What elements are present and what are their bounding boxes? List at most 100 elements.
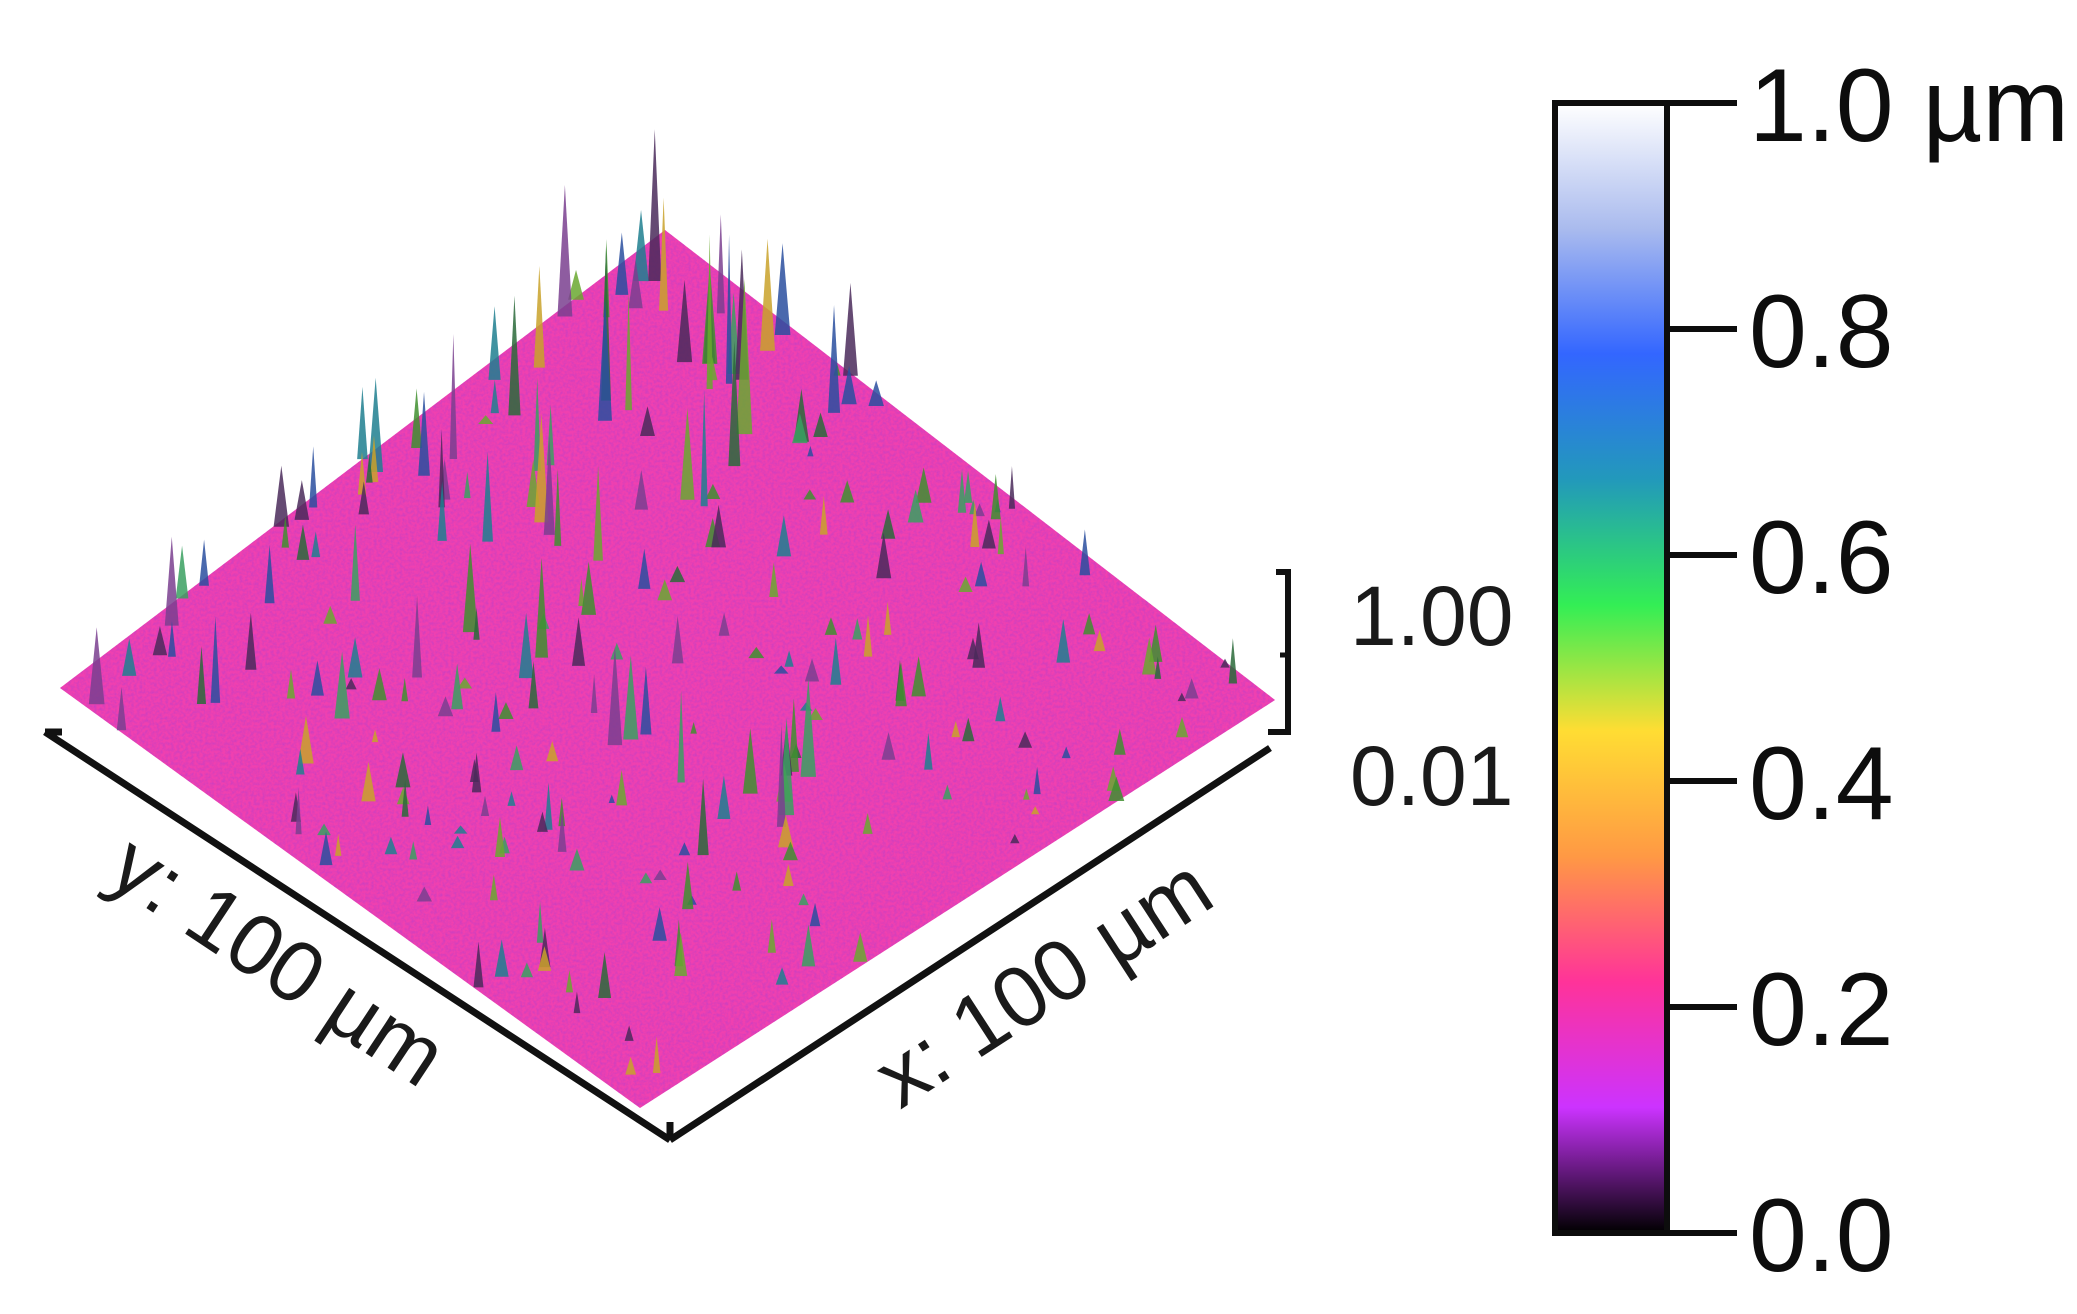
- surface-spike: [1010, 833, 1020, 844]
- surface-spike: [784, 650, 794, 667]
- surface-spike: [957, 469, 967, 513]
- surface-spike: [1154, 656, 1162, 679]
- surface-spike: [298, 715, 314, 764]
- surface-spike: [401, 677, 409, 702]
- surface-spike: [616, 769, 628, 806]
- surface-spike: [210, 616, 221, 703]
- surface-spike: [841, 365, 857, 405]
- surface-spike: [357, 386, 368, 460]
- surface-spike: [717, 775, 731, 820]
- surface-spike: [296, 524, 310, 560]
- z-scale-top-label: 1.00: [1350, 569, 1514, 663]
- colorbar-tick-label: 0.2: [1749, 952, 1894, 1068]
- surface-spike: [533, 377, 541, 471]
- surface-spike: [196, 646, 207, 705]
- surface-spike: [581, 561, 597, 615]
- surface-spike: [1008, 466, 1016, 509]
- surface-spike: [881, 732, 896, 760]
- surface-spike: [323, 605, 338, 624]
- colorbar-fill: [1555, 103, 1667, 1233]
- surface-spike: [528, 661, 539, 709]
- surface-spike: [395, 752, 411, 788]
- surface-spike: [494, 939, 509, 977]
- surface-spike: [680, 408, 695, 500]
- surface-spike: [473, 941, 484, 988]
- surface-spike: [883, 601, 892, 635]
- surface-spike: [625, 1056, 637, 1075]
- surface-spike: [557, 809, 567, 852]
- surface-spike: [409, 841, 418, 860]
- surface-spike: [659, 197, 669, 311]
- surface-spike: [334, 834, 342, 856]
- surface-spike: [116, 687, 127, 731]
- surface-spike: [638, 548, 651, 589]
- surface-spike: [1083, 613, 1096, 635]
- y-axis-line: [43, 729, 672, 1143]
- surface-spike: [368, 377, 384, 472]
- surface-spike: [534, 413, 549, 523]
- colorbar-frame: [1552, 100, 1670, 1236]
- surface-spike: [674, 932, 688, 977]
- surface-spike: [264, 544, 275, 604]
- surface-spike: [742, 728, 758, 794]
- surface-spike: [1093, 630, 1106, 652]
- surface-spike: [478, 415, 494, 424]
- surface-spike: [736, 278, 753, 435]
- surface-spike: [716, 214, 725, 314]
- surface-spike: [317, 823, 331, 836]
- colorbar-tick-label: 0.6: [1749, 500, 1894, 616]
- surface-spike: [775, 967, 789, 985]
- surface-spike: [1184, 678, 1199, 699]
- surface-spike: [535, 557, 549, 658]
- colorbar-tick-label: 0.4: [1749, 726, 1894, 842]
- surface-spike: [690, 721, 697, 734]
- surface-spike: [648, 129, 662, 281]
- colorbar: 0.0 0.2 0.4 0.6 0.8 1.0 µm: [1552, 48, 2069, 1294]
- surface-spike: [319, 831, 333, 866]
- surface-spike: [164, 536, 179, 626]
- surface-spike: [1175, 716, 1189, 738]
- surface-spike: [520, 962, 533, 978]
- surface-spike: [491, 692, 501, 732]
- surface-spike: [623, 655, 639, 740]
- surface-spike: [653, 869, 667, 880]
- colorbar-tick-label: 0.8: [1749, 274, 1894, 390]
- surface-spike: [1061, 746, 1071, 759]
- surface-spike: [350, 523, 360, 601]
- surface-spike: [853, 932, 868, 962]
- surface-spike: [676, 279, 693, 363]
- surface-spike: [725, 234, 733, 384]
- surface-spike: [1142, 637, 1157, 675]
- surface-spike: [640, 666, 652, 735]
- surface-spike: [480, 795, 490, 817]
- surface-spike: [697, 778, 709, 856]
- surface-spike: [273, 465, 290, 527]
- surface-spike: [970, 500, 980, 547]
- surface-spike: [199, 539, 209, 586]
- surface-spike: [451, 663, 464, 710]
- surface-spike: [732, 871, 742, 891]
- surface-spike: [962, 717, 975, 742]
- z-scale-bottom-label: 0.01: [1350, 729, 1514, 823]
- surface-spike: [597, 298, 612, 421]
- surface-spike: [168, 621, 176, 657]
- surface-spike: [507, 791, 516, 806]
- surface-spike: [490, 379, 499, 414]
- surface-spike: [488, 306, 501, 380]
- surface-spike: [852, 618, 863, 640]
- base-axes: [43, 728, 1272, 1143]
- surface-spike: [678, 842, 691, 856]
- surface-spike: [804, 658, 820, 682]
- surface-spike: [450, 835, 465, 849]
- surface-spike: [578, 578, 585, 607]
- surface-spike: [510, 745, 524, 771]
- surface-spike: [974, 561, 988, 587]
- surface-spike: [1113, 728, 1126, 755]
- surface-spike: [281, 515, 290, 548]
- surface-spike: [843, 282, 858, 376]
- surface-spike: [819, 495, 828, 535]
- surface-spike: [963, 470, 973, 503]
- surface-spike: [997, 516, 1004, 555]
- surface-spike: [628, 259, 643, 309]
